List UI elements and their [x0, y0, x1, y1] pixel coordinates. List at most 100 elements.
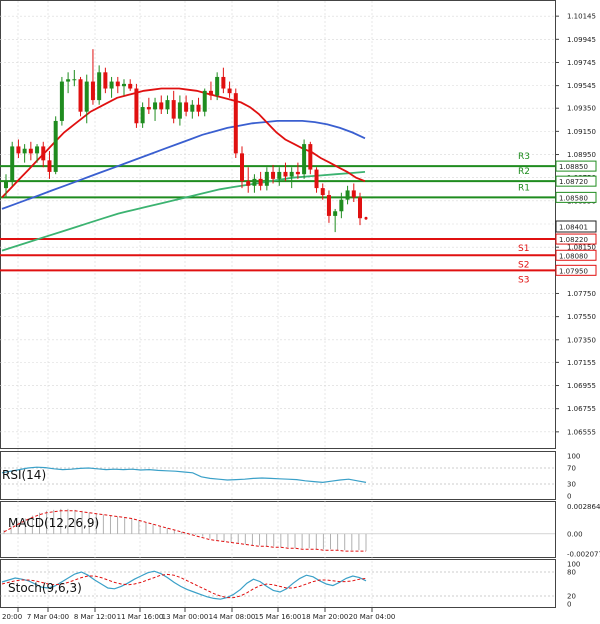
- candle-body: [41, 146, 46, 161]
- candle-body: [72, 79, 77, 81]
- support-resistance-levels: R3 R2 R1 S1 S2 S3: [0, 152, 555, 285]
- candle-body: [90, 81, 95, 101]
- x-tick-label: 20:00: [2, 613, 22, 621]
- candle-body: [159, 102, 164, 110]
- candle-body: [84, 81, 89, 112]
- candle-body: [289, 171, 294, 177]
- candle-body: [22, 148, 27, 154]
- candle-body: [190, 104, 195, 112]
- candle-body: [28, 148, 33, 154]
- y-tick-label: 1.08950: [567, 151, 596, 159]
- candle-body: [134, 88, 139, 124]
- candle-body: [314, 169, 319, 189]
- candle-body: [16, 146, 21, 154]
- rsi-line: [1, 466, 367, 484]
- macd-tick-label: -0.002077: [567, 550, 600, 558]
- y-tick-label: 1.09350: [567, 105, 596, 113]
- candle-body: [233, 93, 238, 154]
- macd-tick-label: 0.002864: [567, 503, 600, 511]
- x-tick-label: 11 Mar 16:00: [117, 613, 164, 621]
- rsi-label: RSI(14): [2, 468, 46, 482]
- candlesticks: [4, 49, 368, 233]
- level-price-box: [555, 264, 597, 276]
- x-tick-label: 7 Mar 04:00: [27, 613, 69, 621]
- current-price-marker: 1.08401: [555, 220, 597, 233]
- level-price-s3: 1.07950: [559, 267, 588, 275]
- x-tick-label: 18 Mar 20:00: [302, 613, 349, 621]
- candle-body: [53, 120, 58, 172]
- macd-tick-label: 0.00: [567, 530, 583, 538]
- rsi-tick-label: 0: [567, 493, 571, 501]
- candle-body: [308, 144, 313, 170]
- candle-body: [4, 181, 8, 189]
- x-tick-label: 15 Mar 16:00: [255, 613, 302, 621]
- y-tick-label: 1.09745: [567, 59, 596, 67]
- candle-body: [35, 146, 40, 154]
- level-name-s1: S1: [518, 244, 529, 254]
- candle-body: [171, 100, 176, 119]
- level-name-s3: S3: [518, 275, 529, 285]
- candle-body: [358, 197, 362, 219]
- level-name-s2: S2: [518, 260, 529, 270]
- stoch-label: Stoch(9,6,3): [8, 581, 82, 595]
- candle-body: [115, 81, 120, 87]
- level-price-r1: 1.08580: [559, 194, 588, 202]
- grid-lines: [0, 1, 555, 607]
- y-tick-label: 1.07750: [567, 290, 596, 298]
- stoch-tick-label: 80: [567, 569, 576, 577]
- rsi-tick-label: 70: [567, 465, 576, 473]
- candle-body: [66, 79, 71, 82]
- level-price-s1: 1.08220: [559, 236, 588, 244]
- candle-body: [295, 171, 300, 175]
- candle-body: [103, 72, 108, 89]
- candle-body: [215, 76, 220, 96]
- level-price-box: [555, 249, 597, 261]
- candle-body: [283, 171, 288, 177]
- y-tick-label: 1.07350: [567, 336, 596, 344]
- y-tick-label: 1.06555: [567, 428, 596, 436]
- rsi-panel-frame: [0, 451, 556, 500]
- rsi-indicator: 100 70 30 0: [0, 453, 580, 501]
- macd-signal-line: [3, 510, 366, 552]
- level-name-r1: R1: [518, 183, 530, 193]
- candle-body: [326, 195, 331, 216]
- y-tick-label: 1.07155: [567, 359, 596, 367]
- candle-body: [10, 146, 15, 182]
- level-price-r3: 1.08850: [559, 163, 588, 171]
- candle-body: [246, 181, 251, 186]
- candle-body: [240, 153, 244, 182]
- candle-body: [208, 90, 213, 96]
- stoch-tick-label: 0: [567, 601, 571, 609]
- candle-body: [320, 188, 325, 196]
- stoch-signal-line: [1, 573, 367, 599]
- candle-body: [351, 190, 356, 198]
- level-price-box: [555, 233, 597, 245]
- ma-blue-line: [1, 120, 366, 210]
- time-axis: 20:00 7 Mar 04:00 8 Mar 12:00 11 Mar 16:001…: [2, 608, 395, 621]
- x-tick-label: 20 Mar 04:00: [349, 613, 396, 621]
- candle-body: [140, 107, 145, 124]
- y-tick-label: 1.09545: [567, 82, 596, 90]
- candle-body: [271, 171, 276, 179]
- candle-body: [221, 76, 226, 89]
- candle-body: [258, 178, 263, 186]
- y-tick-label: 1.07550: [567, 313, 596, 321]
- candle-body: [153, 102, 158, 110]
- stoch-tick-label: 100: [567, 561, 580, 569]
- y-tick-label: 1.08150: [567, 244, 596, 252]
- level-price-box: [555, 175, 597, 187]
- candle-body: [59, 81, 64, 121]
- y-tick-label: 1.06955: [567, 382, 596, 390]
- level-price-box: [555, 160, 597, 172]
- candle-body: [165, 100, 170, 110]
- candle-body: [202, 90, 207, 112]
- candle-body: [78, 79, 83, 112]
- rsi-tick-label: 100: [567, 453, 580, 461]
- candle-body: [264, 171, 269, 186]
- last-price-dot: [364, 216, 368, 220]
- candle-body: [277, 171, 282, 179]
- stoch-panel-frame: [0, 559, 556, 608]
- candle-body: [109, 81, 114, 89]
